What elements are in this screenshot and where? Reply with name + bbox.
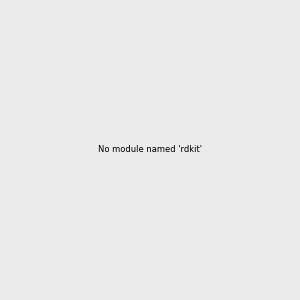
Text: No module named 'rdkit': No module named 'rdkit' [98, 146, 202, 154]
